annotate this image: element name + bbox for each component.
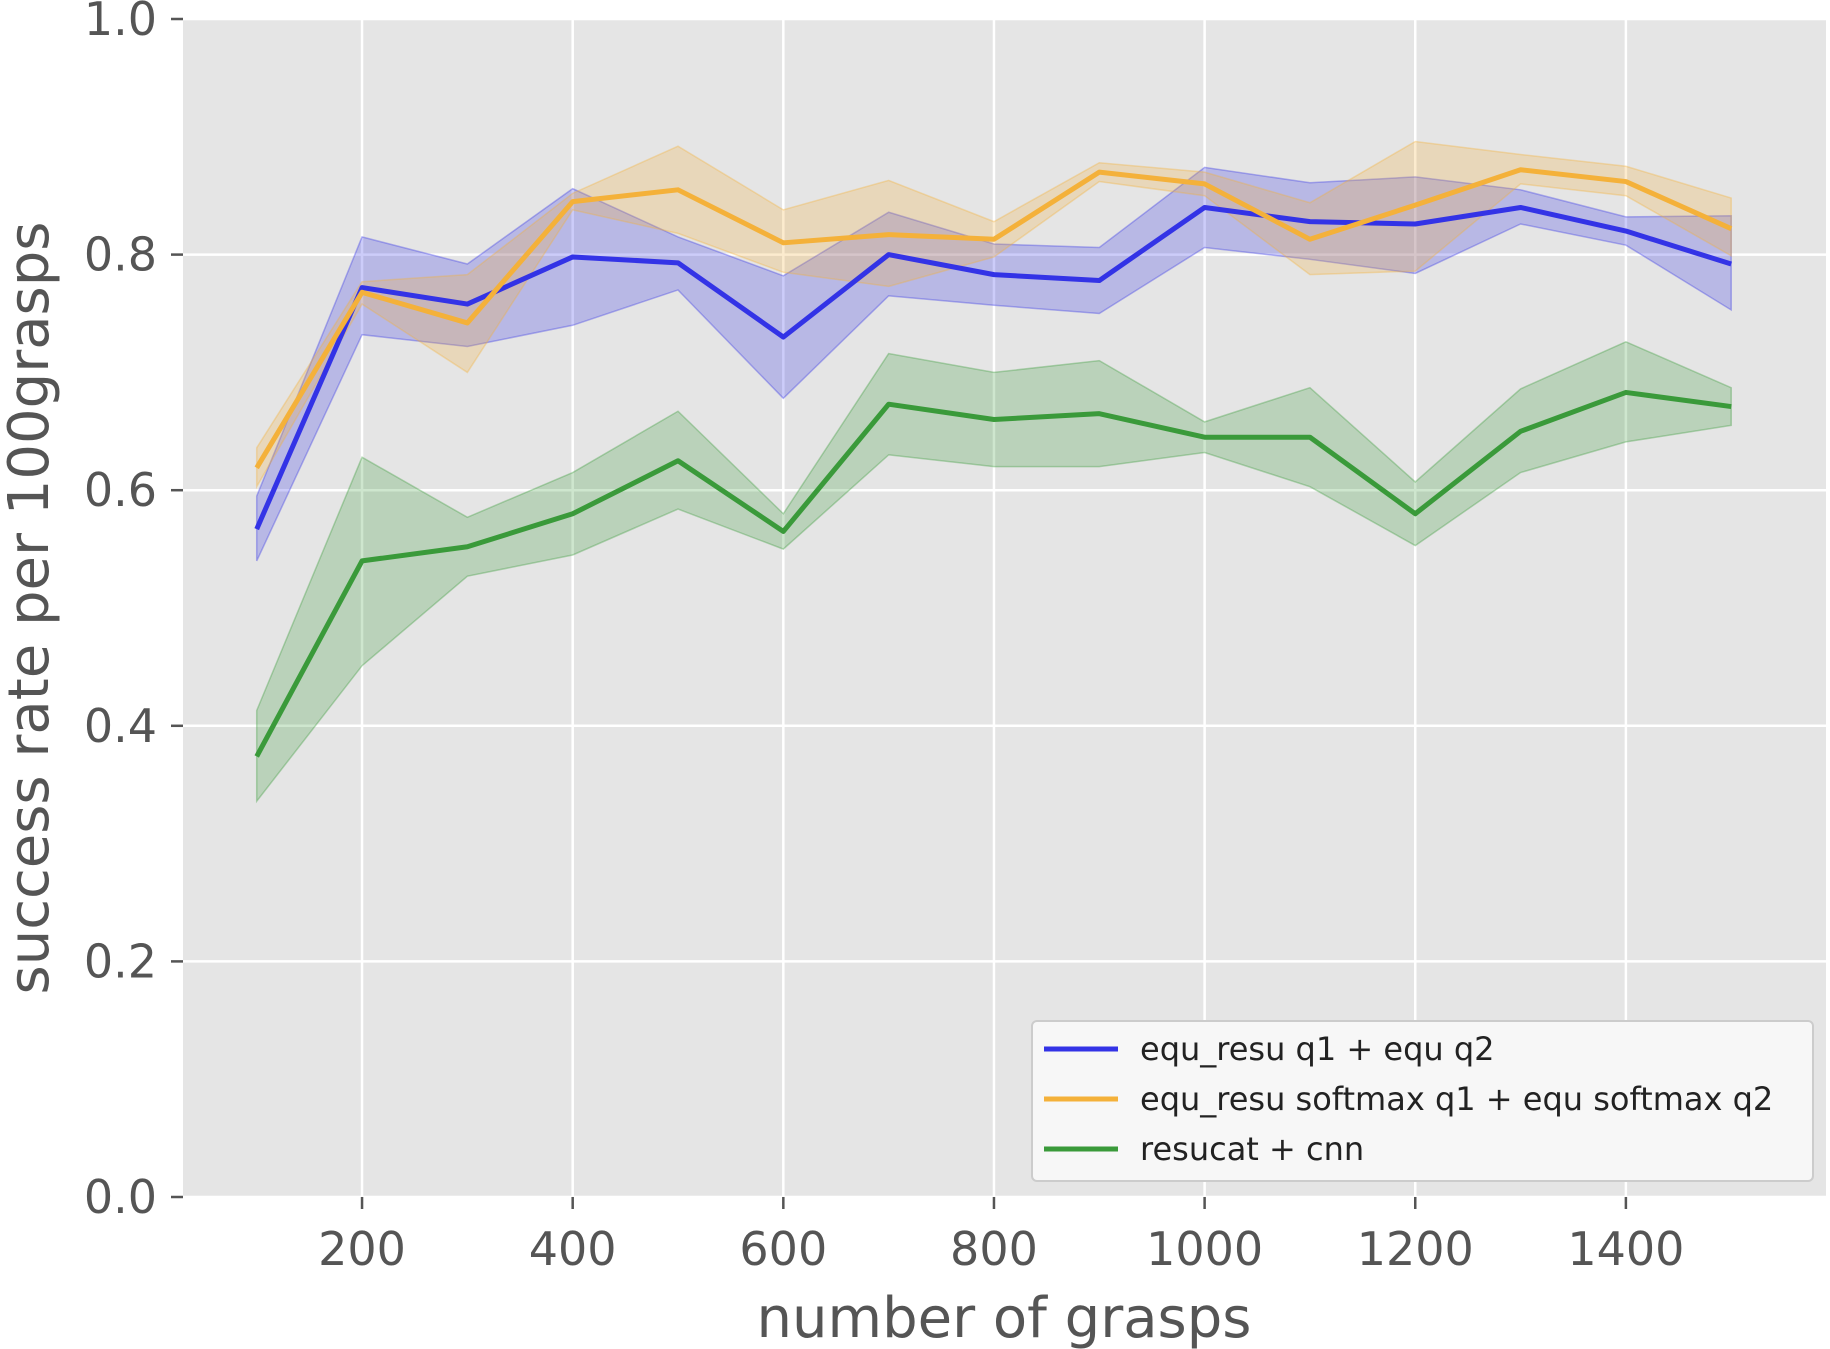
series-lines: [254, 167, 1733, 758]
y-tick-label: 1.0: [84, 0, 157, 46]
y-tick-label: 0.8: [84, 228, 157, 282]
y-tick-label: 0.6: [84, 463, 157, 517]
x-tick-label: 1200: [1357, 1222, 1474, 1276]
legend-label-2: resucat + cnn: [1140, 1130, 1364, 1168]
y-tick-label: 0.0: [84, 1170, 157, 1224]
confidence-bands: [255, 140, 1732, 804]
x-tick-label: 400: [529, 1222, 617, 1276]
grid-lines: [183, 17, 1826, 1199]
y-tick-label: 0.4: [84, 699, 157, 753]
series-1-band: [255, 140, 1732, 490]
legend-label-1: equ_resu softmax q1 + equ softmax q2: [1140, 1080, 1773, 1118]
x-tick-label: 1000: [1146, 1222, 1263, 1276]
series-2-band: [255, 340, 1732, 804]
x-tick-label: 800: [950, 1222, 1038, 1276]
series-1-line: [254, 167, 1733, 470]
series-0-band: [255, 166, 1732, 562]
x-tick-label: 1400: [1567, 1222, 1684, 1276]
series-2-line: [254, 389, 1732, 758]
legend-label-0: equ_resu q1 + equ q2: [1140, 1030, 1495, 1068]
x-axis-title: number of grasps: [757, 1286, 1252, 1349]
x-tick-label: 200: [318, 1222, 406, 1276]
y-tick-label: 0.2: [84, 934, 157, 988]
y-axis-title: success rate per 100grasps: [0, 222, 62, 995]
axes: 200 400 600 800 1000 1200 1400 0.0 0.2 0.4 0.6 0.8 1…: [84, 0, 1685, 1276]
x-tick-label: 600: [739, 1222, 827, 1276]
legend-box: [1031, 1020, 1814, 1182]
series-0-line: [254, 204, 1732, 531]
legend: equ_resu q1 + equ q2 equ_resu softmax q1…: [1031, 1020, 1814, 1182]
